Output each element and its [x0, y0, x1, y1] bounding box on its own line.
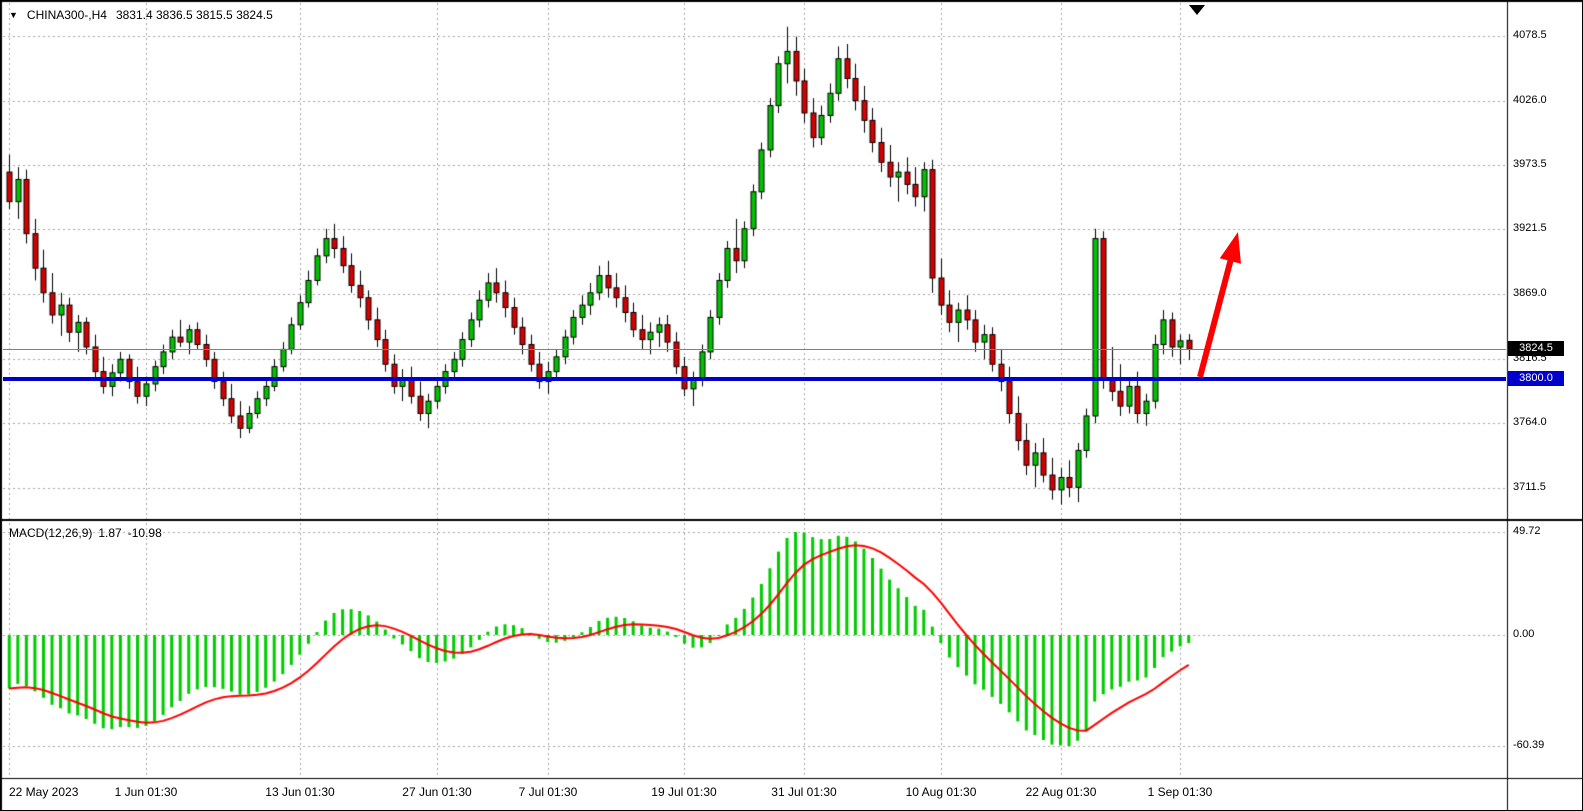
- trend-arrow-up[interactable]: [1191, 226, 1251, 386]
- arrow-up-icon[interactable]: [1197, 232, 1241, 378]
- macd-indicator-label: MACD(12,26,9) 1.87 -10.98: [9, 526, 162, 540]
- ohlc-values-label: 3831.4 3836.5 3815.5 3824.5: [115, 8, 273, 22]
- price-axis-label: 3711.5: [1513, 481, 1546, 493]
- time-axis-label: 27 Jun 01:30: [402, 785, 472, 799]
- support-hline-3800[interactable]: [3, 377, 1506, 381]
- price-axis-label: 4078.5: [1513, 29, 1547, 41]
- time-axis-label: 22 May 2023: [9, 785, 79, 799]
- time-axis-label: 19 Jul 01:30: [651, 785, 717, 799]
- macd-name-label: MACD(12,26,9): [9, 526, 93, 540]
- macd-main-value: 1.87: [98, 526, 122, 540]
- time-axis-label: 1 Sep 01:30: [1147, 785, 1213, 799]
- symbol-info-bar: ▼ CHINA300-,H4 3831.4 3836.5 3815.5 3824…: [9, 8, 273, 22]
- hline-price-badge: 3800.0: [1508, 371, 1564, 386]
- price-axis-label: 3921.5: [1513, 222, 1547, 234]
- price-axis-label: 3973.5: [1513, 158, 1547, 170]
- macd-signal-value: -10.98: [127, 526, 162, 540]
- time-axis-label: 31 Jul 01:30: [771, 785, 837, 799]
- chart-shift-marker-icon[interactable]: [1189, 5, 1205, 15]
- time-axis-label: 7 Jul 01:30: [518, 785, 578, 799]
- macd-axis-label: 0.00: [1513, 628, 1535, 640]
- time-axis-label: 1 Jun 01:30: [114, 785, 178, 799]
- current-price-badge: 3824.5: [1508, 341, 1564, 356]
- price-axis-label: 4026.0: [1513, 94, 1547, 106]
- macd-axis-label: -60.39: [1513, 739, 1545, 751]
- time-axis-label: 10 Aug 01:30: [905, 785, 977, 799]
- price-axis-label: 3764.0: [1513, 416, 1547, 428]
- symbol-period-label: CHINA300-,H4: [26, 8, 107, 22]
- price-axis-label: 3869.0: [1513, 287, 1547, 299]
- time-axis-label: 22 Aug 01:30: [1025, 785, 1097, 799]
- current-price-line: [3, 349, 1506, 350]
- macd-axis-label: 49.72: [1513, 525, 1541, 537]
- symbol-dropdown-icon[interactable]: ▼: [9, 10, 18, 20]
- time-axis-label: 13 Jun 01:30: [265, 785, 335, 799]
